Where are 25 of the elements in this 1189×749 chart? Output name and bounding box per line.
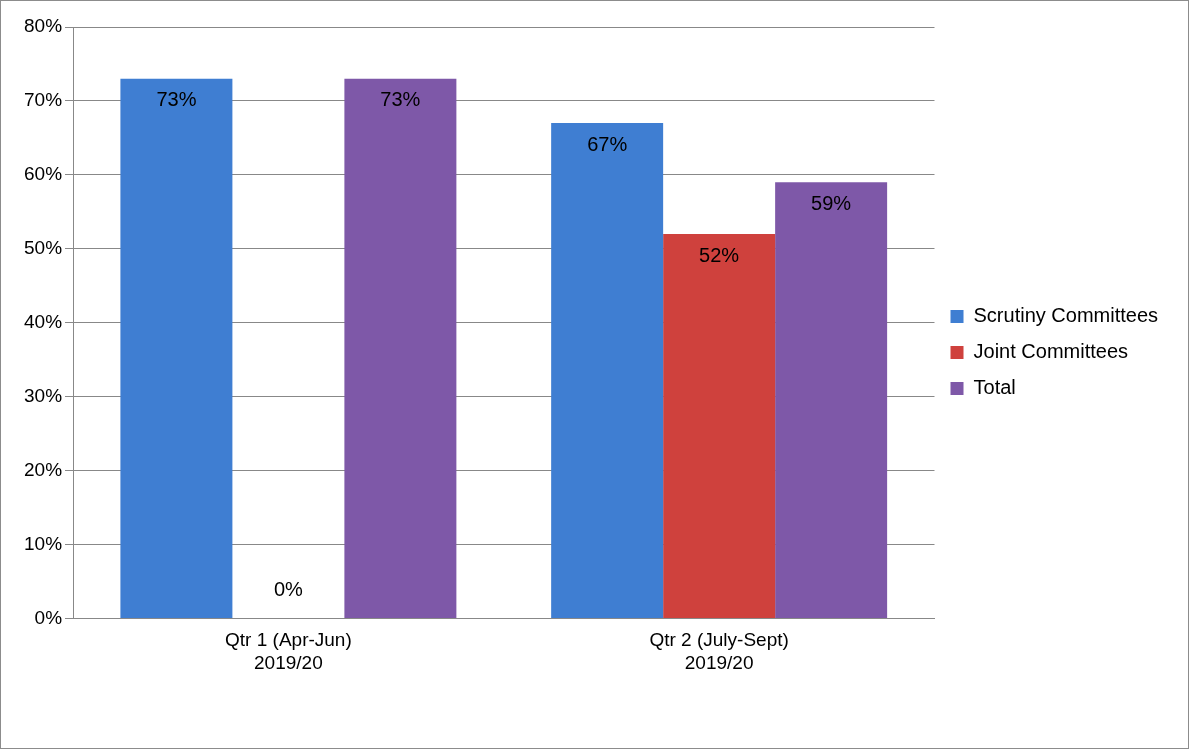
bar [344, 78, 457, 618]
y-tick-label: 30% [24, 384, 63, 406]
x-tick-label: Qtr 2 (July-Sept) 2019/20 [649, 629, 789, 673]
bar [663, 233, 776, 618]
data-label: 73% [380, 88, 421, 111]
y-tick-label: 20% [24, 458, 63, 480]
data-label: 52% [699, 243, 740, 266]
legend-label: Joint Committees [973, 340, 1129, 363]
legend-label: Scrutiny Committees [973, 304, 1159, 327]
y-tick-label: 60% [24, 163, 63, 185]
x-tick-label: Qtr 1 (Apr-Jun) 2019/20 [225, 629, 352, 673]
bar [775, 182, 888, 618]
legend-label: Total [973, 376, 1016, 399]
y-tick-label: 10% [24, 532, 63, 554]
bar [551, 123, 664, 618]
data-label: 0% [273, 577, 304, 600]
y-tick-label: 40% [24, 310, 63, 332]
data-label: 67% [587, 132, 628, 155]
y-tick-label: 80% [24, 15, 63, 37]
y-tick-label: 50% [24, 237, 63, 259]
data-label: 73% [156, 88, 197, 111]
y-tick-label: 0% [34, 606, 63, 628]
bar [120, 78, 233, 618]
data-label: 59% [811, 191, 852, 214]
y-tick-label: 70% [24, 89, 63, 111]
